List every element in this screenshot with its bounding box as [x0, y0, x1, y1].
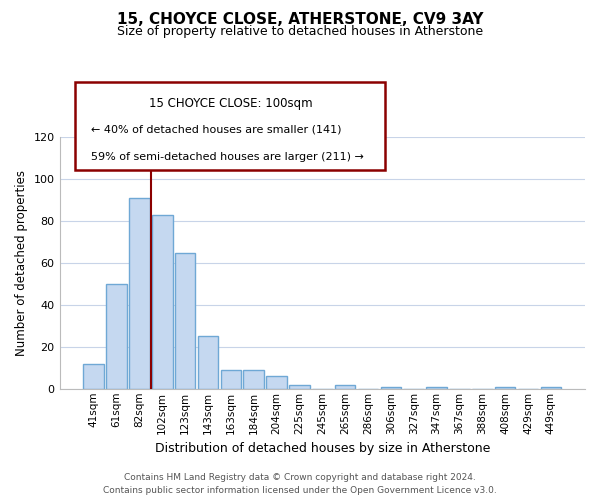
Bar [335, 384, 355, 389]
Bar [106, 284, 127, 389]
Bar [495, 386, 515, 389]
Text: 15, CHOYCE CLOSE, ATHERSTONE, CV9 3AY: 15, CHOYCE CLOSE, ATHERSTONE, CV9 3AY [117, 12, 483, 28]
Bar [541, 386, 561, 389]
Text: Contains HM Land Registry data © Crown copyright and database right 2024.
Contai: Contains HM Land Registry data © Crown c… [103, 474, 497, 495]
Y-axis label: Number of detached properties: Number of detached properties [15, 170, 28, 356]
Bar [198, 336, 218, 389]
Bar [426, 386, 447, 389]
X-axis label: Distribution of detached houses by size in Atherstone: Distribution of detached houses by size … [155, 442, 490, 455]
Bar [221, 370, 241, 389]
Bar [266, 376, 287, 389]
Bar [244, 370, 264, 389]
Bar [129, 198, 150, 389]
FancyBboxPatch shape [76, 82, 385, 170]
Bar [380, 386, 401, 389]
Text: ← 40% of detached houses are smaller (141): ← 40% of detached houses are smaller (14… [91, 124, 341, 134]
Bar [83, 364, 104, 389]
Text: 59% of semi-detached houses are larger (211) →: 59% of semi-detached houses are larger (… [91, 152, 364, 162]
Text: Size of property relative to detached houses in Atherstone: Size of property relative to detached ho… [117, 25, 483, 38]
Bar [289, 384, 310, 389]
Bar [152, 215, 173, 389]
Text: 15 CHOYCE CLOSE: 100sqm: 15 CHOYCE CLOSE: 100sqm [149, 97, 312, 110]
Bar [175, 252, 196, 389]
